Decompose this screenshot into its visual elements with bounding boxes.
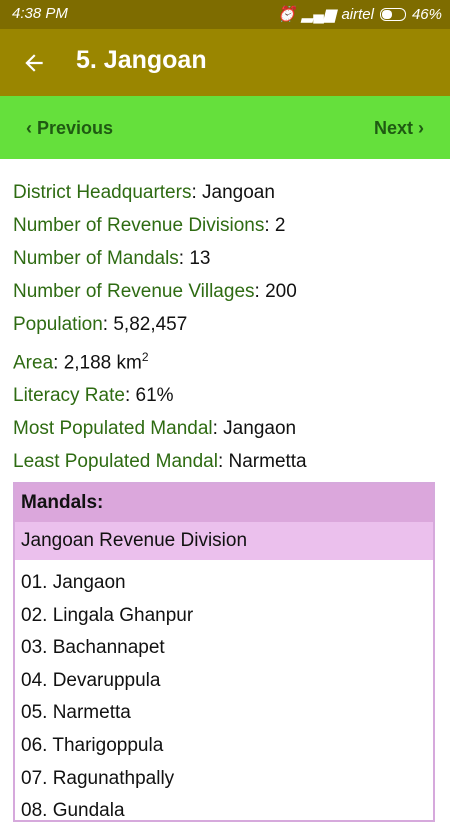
list-item: 05. Narmetta (21, 702, 131, 724)
info-row-population: Population: 5,82,457 (13, 308, 443, 341)
status-bar: 4:38 PM ⏰ ▂▄▆ airtel 46% (0, 0, 450, 29)
info-label: Number of Mandals (13, 248, 179, 269)
info-value: : Narmetta (217, 451, 307, 473)
info-label: Population (13, 314, 103, 335)
alarm-icon: ⏰ (277, 6, 296, 23)
next-button[interactable]: Next › (373, 118, 424, 138)
list-item: 06. Tharigoppula (21, 734, 164, 756)
info-row-area: Area: 2,188 km2 (13, 341, 443, 379)
info-label: Number of Revenue Villages (13, 281, 255, 302)
carrier-label: airtel (341, 5, 374, 23)
list-item: 07. Ragunathpally (21, 767, 175, 789)
info-row-literacy: Literacy Rate: 61% (13, 379, 443, 412)
list-item: 01. Jangaon (21, 572, 126, 593)
page-title: 5. Jangoan (76, 46, 207, 74)
battery-icon (379, 7, 406, 21)
area-unit-superscript: 2 (141, 350, 149, 364)
list-item: 02. Lingala Ghanpur (21, 604, 194, 626)
info-row-least-populated: Least Populated Mandal: Narmetta (13, 445, 443, 478)
info-value: : 2 (264, 215, 286, 236)
mandals-panel: Mandals: Jangoan Revenue Division 01. Ja… (13, 482, 435, 822)
division-heading: Jangoan Revenue Division (15, 522, 433, 560)
info-label: Most Populated Mandal (13, 418, 213, 440)
signal-icon: ▂▄▆ (301, 6, 336, 23)
info-value: : 13 (178, 248, 211, 269)
info-label: District Headquarters (13, 182, 192, 203)
info-label: Literacy Rate (13, 385, 125, 407)
mandal-list: 01. Jangaon 02. Lingala Ghanpur 03. Bach… (15, 560, 433, 828)
info-row-mandals: Number of Mandals: 13 (13, 242, 443, 275)
mandals-heading: Mandals: (15, 484, 433, 522)
arrow-left-icon (25, 54, 43, 72)
info-value: : 200 (254, 281, 297, 302)
info-row-headquarters: District Headquarters: Jangoan (13, 176, 443, 209)
battery-percent: 46% (411, 5, 442, 23)
info-row-most-populated: Most Populated Mandal: Jangaon (13, 412, 443, 445)
list-item: 08. Gundala (21, 800, 125, 822)
info-value: : 5,82,457 (102, 314, 188, 335)
list-item: 03. Bachannapet (21, 637, 165, 659)
info-value: : Jangoan (191, 182, 275, 203)
info-value: : 2,188 km (53, 352, 142, 374)
status-icons: ⏰ ▂▄▆ airtel 46% (277, 5, 442, 24)
info-label: Number of Revenue Divisions (13, 215, 265, 236)
list-item: 04. Devaruppula (21, 669, 161, 691)
info-row-revenue-villages: Number of Revenue Villages: 200 (13, 275, 443, 308)
info-label: Least Populated Mandal (13, 451, 218, 473)
info-label: Area (13, 352, 54, 374)
previous-button[interactable]: ‹ Previous (26, 118, 114, 138)
district-info: District Headquarters: Jangoan Number of… (13, 176, 443, 478)
info-value: : 61% (124, 385, 174, 407)
info-row-revenue-divisions: Number of Revenue Divisions: 2 (13, 209, 443, 242)
back-button[interactable] (14, 43, 54, 83)
app-bar: 5. Jangoan (0, 29, 450, 96)
nav-bar: ‹ Previous Next › (0, 96, 450, 159)
status-time: 4:38 PM (12, 5, 68, 22)
info-value: : Jangaon (212, 418, 297, 440)
